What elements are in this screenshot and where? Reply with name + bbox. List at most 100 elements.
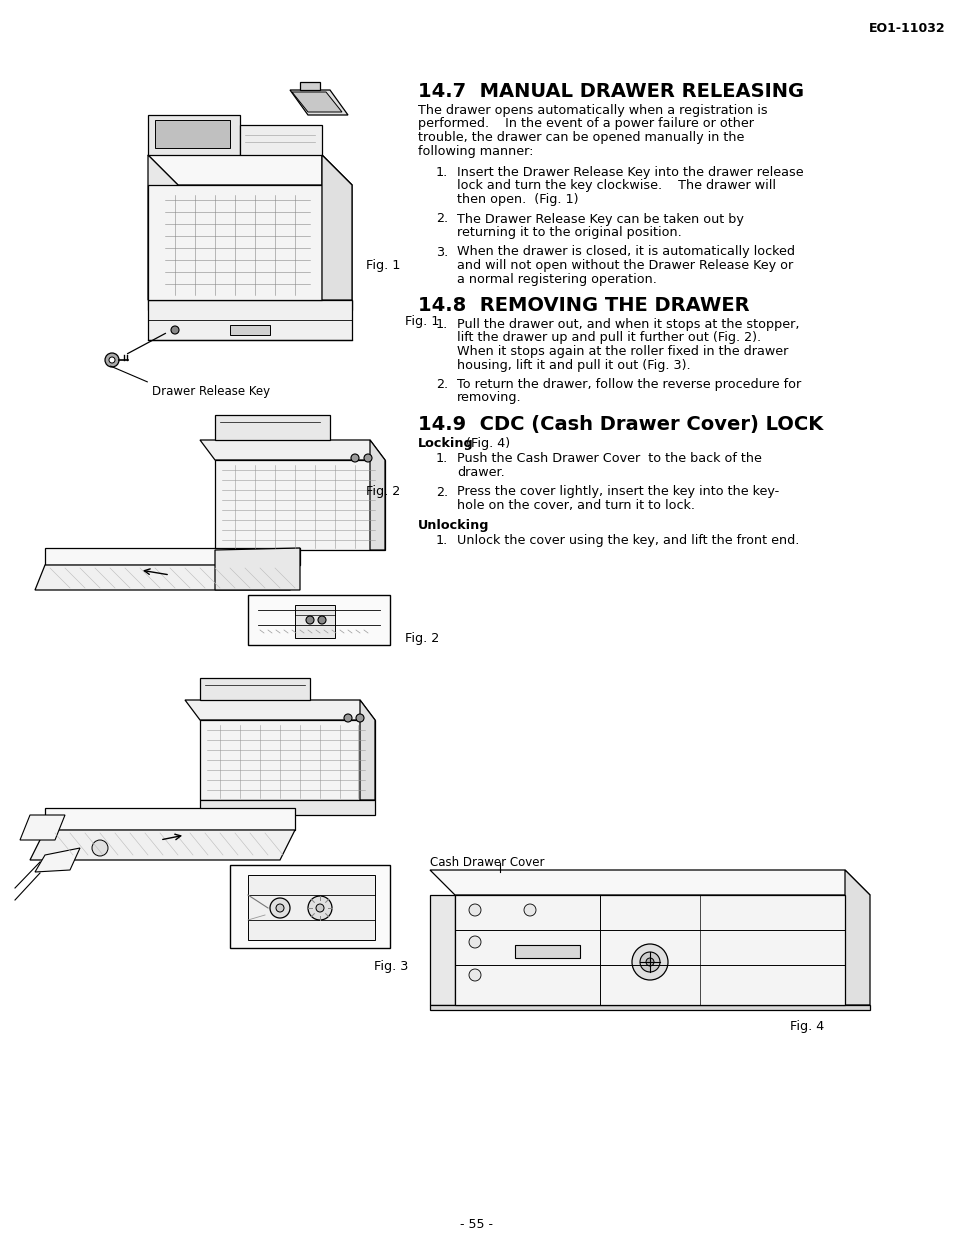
Text: 1.: 1. — [436, 452, 448, 466]
Polygon shape — [290, 90, 348, 115]
Text: EO1-11032: EO1-11032 — [868, 22, 944, 35]
Polygon shape — [148, 115, 240, 155]
Circle shape — [344, 714, 352, 722]
Text: Unlocking: Unlocking — [417, 518, 489, 532]
Polygon shape — [370, 440, 385, 550]
Text: Cash Drawer Cover: Cash Drawer Cover — [430, 856, 544, 869]
Text: 14.7  MANUAL DRAWER RELEASING: 14.7 MANUAL DRAWER RELEASING — [417, 82, 803, 102]
Polygon shape — [148, 300, 352, 339]
Polygon shape — [148, 155, 352, 185]
Polygon shape — [455, 895, 844, 1005]
Text: Locking: Locking — [417, 437, 474, 450]
Polygon shape — [214, 415, 330, 440]
Text: performed.    In the event of a power failure or other: performed. In the event of a power failu… — [417, 118, 753, 130]
Polygon shape — [45, 548, 299, 565]
Circle shape — [275, 904, 284, 912]
Polygon shape — [148, 185, 322, 300]
Text: 3.: 3. — [436, 245, 448, 259]
Text: The Drawer Release Key can be taken out by: The Drawer Release Key can be taken out … — [456, 213, 743, 225]
Polygon shape — [35, 847, 80, 872]
Text: hole on the cover, and turn it to lock.: hole on the cover, and turn it to lock. — [456, 499, 695, 512]
Polygon shape — [248, 875, 375, 940]
Polygon shape — [20, 815, 65, 840]
Text: To return the drawer, follow the reverse procedure for: To return the drawer, follow the reverse… — [456, 378, 801, 392]
Circle shape — [109, 357, 115, 363]
Polygon shape — [200, 800, 375, 815]
Text: When it stops again at the roller fixed in the drawer: When it stops again at the roller fixed … — [456, 344, 787, 358]
Circle shape — [469, 935, 480, 948]
Polygon shape — [185, 700, 375, 720]
Polygon shape — [322, 155, 352, 300]
Polygon shape — [148, 300, 352, 310]
Text: Unlock the cover using the key, and lift the front end.: Unlock the cover using the key, and lift… — [456, 534, 799, 546]
Text: 1.: 1. — [436, 166, 448, 178]
Circle shape — [631, 944, 667, 980]
Polygon shape — [322, 155, 352, 300]
Text: returning it to the original position.: returning it to the original position. — [456, 225, 681, 239]
Text: following manner:: following manner: — [417, 145, 533, 157]
Polygon shape — [214, 548, 299, 590]
Polygon shape — [30, 830, 294, 860]
Text: lift the drawer up and pull it further out (Fig. 2).: lift the drawer up and pull it further o… — [456, 332, 760, 344]
Circle shape — [315, 904, 324, 912]
Circle shape — [105, 353, 119, 367]
Polygon shape — [240, 125, 322, 155]
Polygon shape — [200, 720, 375, 800]
Text: 1.: 1. — [436, 534, 448, 546]
Polygon shape — [430, 1005, 869, 1010]
Text: then open.  (Fig. 1): then open. (Fig. 1) — [456, 193, 578, 206]
Circle shape — [270, 898, 290, 918]
Circle shape — [308, 896, 332, 921]
Polygon shape — [515, 945, 579, 958]
Text: 2.: 2. — [436, 378, 448, 392]
Text: Fig. 2: Fig. 2 — [405, 632, 438, 646]
Text: 2.: 2. — [436, 486, 448, 498]
Text: Fig. 1: Fig. 1 — [405, 315, 439, 328]
Polygon shape — [200, 678, 310, 700]
Circle shape — [469, 969, 480, 981]
Circle shape — [523, 904, 536, 916]
Circle shape — [171, 326, 179, 335]
Text: and will not open without the Drawer Release Key or: and will not open without the Drawer Rel… — [456, 259, 792, 273]
Text: Fig. 4: Fig. 4 — [789, 1020, 823, 1033]
Circle shape — [469, 904, 480, 916]
Text: Fig. 2: Fig. 2 — [365, 486, 399, 498]
Text: drawer.: drawer. — [456, 466, 504, 479]
Text: trouble, the drawer can be opened manually in the: trouble, the drawer can be opened manual… — [417, 131, 743, 144]
Text: - 55 -: - 55 - — [460, 1218, 493, 1232]
Circle shape — [364, 453, 372, 462]
Text: 14.9  CDC (Cash Drawer Cover) LOCK: 14.9 CDC (Cash Drawer Cover) LOCK — [417, 415, 822, 434]
Text: 14.8  REMOVING THE DRAWER: 14.8 REMOVING THE DRAWER — [417, 296, 749, 315]
Text: The drawer opens automatically when a registration is: The drawer opens automatically when a re… — [417, 104, 767, 116]
Text: 2.: 2. — [436, 213, 448, 225]
Polygon shape — [230, 865, 390, 948]
Circle shape — [317, 616, 326, 624]
Polygon shape — [292, 92, 341, 112]
Polygon shape — [430, 870, 869, 895]
Polygon shape — [248, 595, 390, 646]
Circle shape — [639, 952, 659, 973]
Text: Fig. 3: Fig. 3 — [374, 960, 408, 973]
Text: When the drawer is closed, it is automatically locked: When the drawer is closed, it is automat… — [456, 245, 794, 259]
Text: 1.: 1. — [436, 318, 448, 331]
Polygon shape — [45, 808, 294, 830]
Circle shape — [306, 616, 314, 624]
Text: Pull the drawer out, and when it stops at the stopper,: Pull the drawer out, and when it stops a… — [456, 318, 799, 331]
Polygon shape — [230, 325, 270, 335]
Polygon shape — [200, 440, 385, 460]
Polygon shape — [214, 460, 385, 550]
Text: a normal registering operation.: a normal registering operation. — [456, 273, 657, 285]
Polygon shape — [148, 155, 178, 300]
Text: Drawer Release Key: Drawer Release Key — [152, 385, 270, 398]
Circle shape — [645, 958, 654, 966]
Polygon shape — [154, 120, 230, 147]
Polygon shape — [35, 565, 299, 590]
Text: removing.: removing. — [456, 392, 521, 404]
Circle shape — [351, 453, 358, 462]
Polygon shape — [359, 700, 375, 800]
Text: Press the cover lightly, insert the key into the key-: Press the cover lightly, insert the key … — [456, 486, 779, 498]
Polygon shape — [294, 605, 335, 638]
Text: Push the Cash Drawer Cover  to the back of the: Push the Cash Drawer Cover to the back o… — [456, 452, 761, 466]
Text: lock and turn the key clockwise.    The drawer will: lock and turn the key clockwise. The dra… — [456, 180, 775, 192]
Circle shape — [355, 714, 364, 722]
